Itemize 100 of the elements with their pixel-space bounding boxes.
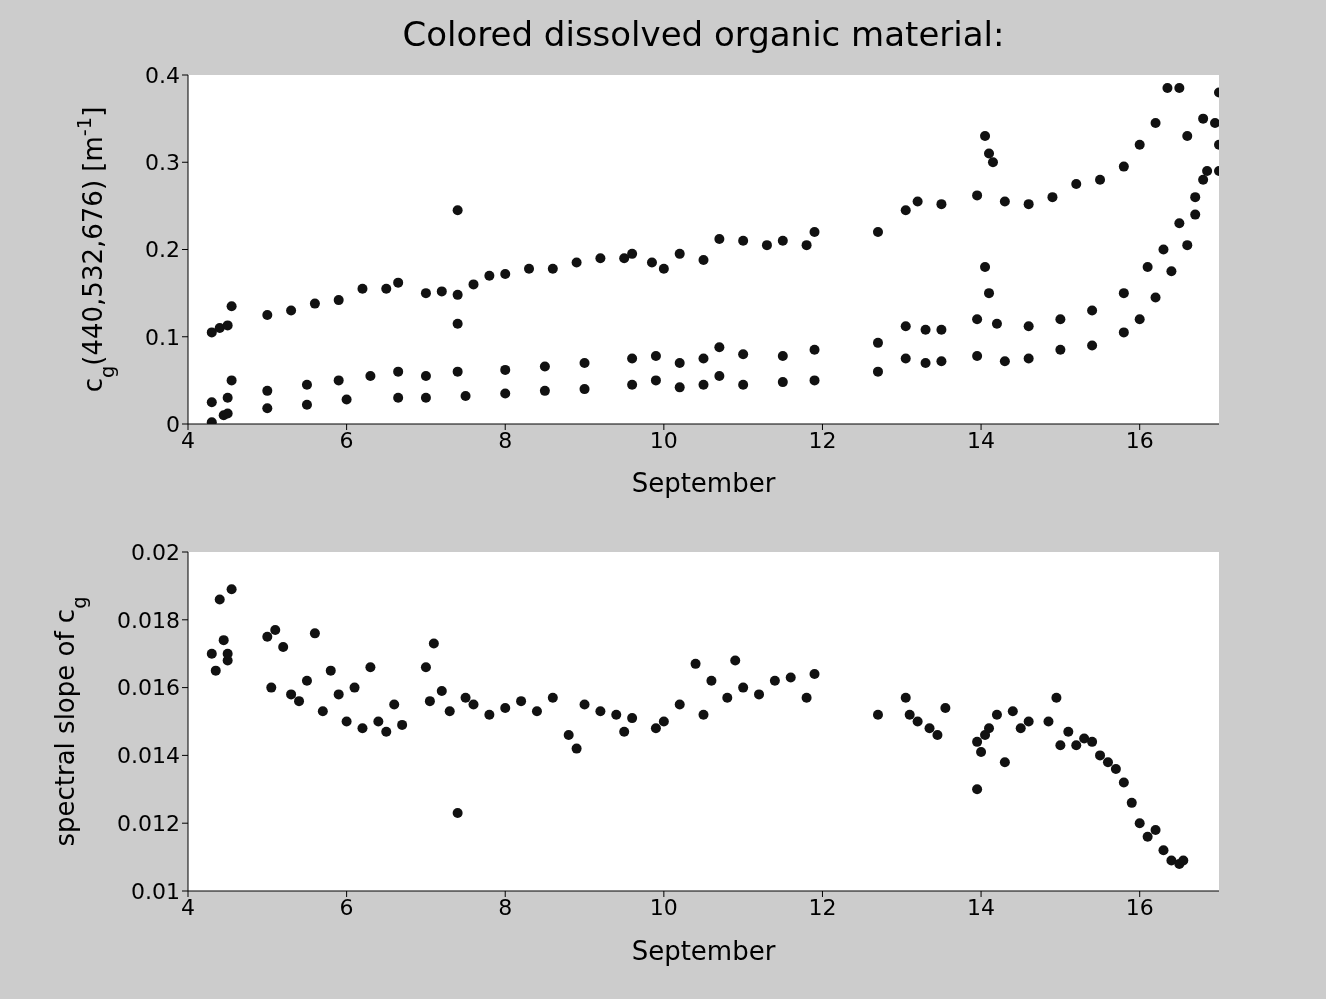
point bbox=[460, 391, 471, 402]
point bbox=[984, 288, 995, 299]
x-tick-label: 4 bbox=[181, 894, 195, 920]
point bbox=[393, 366, 404, 377]
point bbox=[972, 350, 983, 361]
point bbox=[420, 371, 431, 382]
point bbox=[1190, 209, 1201, 220]
point bbox=[674, 382, 685, 393]
x-axis-title: September bbox=[631, 468, 776, 498]
point bbox=[936, 199, 947, 210]
point bbox=[809, 375, 820, 386]
point bbox=[920, 324, 931, 335]
point bbox=[524, 263, 535, 274]
point bbox=[393, 392, 404, 403]
point bbox=[1023, 199, 1034, 210]
point bbox=[309, 298, 320, 309]
point bbox=[333, 295, 344, 306]
x-tick-label: 10 bbox=[649, 894, 678, 920]
point bbox=[1142, 261, 1153, 272]
point bbox=[500, 388, 511, 399]
point bbox=[627, 353, 638, 364]
point bbox=[357, 283, 368, 294]
point bbox=[1134, 139, 1145, 150]
point bbox=[301, 379, 312, 390]
point bbox=[738, 235, 749, 246]
point bbox=[872, 366, 883, 377]
point bbox=[420, 288, 431, 299]
point bbox=[226, 375, 237, 386]
x-axis-title: September bbox=[631, 936, 776, 966]
point bbox=[872, 337, 883, 348]
point bbox=[436, 286, 447, 297]
point bbox=[991, 318, 1002, 329]
point bbox=[452, 205, 463, 216]
y-tick-label: 0.012 bbox=[117, 811, 180, 837]
point bbox=[595, 253, 606, 264]
point bbox=[920, 357, 931, 368]
y-tick-label: 0.018 bbox=[117, 607, 180, 633]
point bbox=[972, 190, 983, 201]
point bbox=[262, 309, 273, 320]
point bbox=[222, 320, 233, 331]
y-tick-label: 0.1 bbox=[145, 324, 180, 350]
x-tick-label: 4 bbox=[181, 427, 195, 453]
point bbox=[452, 318, 463, 329]
point bbox=[1118, 327, 1129, 338]
point bbox=[714, 342, 725, 353]
point bbox=[1198, 174, 1209, 185]
point bbox=[900, 321, 911, 332]
point bbox=[809, 227, 820, 238]
point bbox=[777, 377, 788, 388]
point bbox=[1095, 174, 1106, 185]
point bbox=[972, 314, 983, 325]
point bbox=[539, 385, 550, 396]
point bbox=[650, 375, 661, 386]
y-tick-label: 0.01 bbox=[131, 878, 180, 904]
point bbox=[1118, 161, 1129, 172]
point bbox=[984, 148, 995, 159]
point bbox=[809, 344, 820, 355]
x-tick-label: 16 bbox=[1125, 427, 1154, 453]
y-tick-label: 0.3 bbox=[145, 150, 180, 176]
point bbox=[1182, 131, 1193, 142]
x-tick-label: 8 bbox=[498, 894, 513, 920]
point bbox=[333, 375, 344, 386]
point bbox=[206, 397, 217, 408]
point bbox=[571, 257, 582, 268]
point bbox=[650, 350, 661, 361]
point bbox=[539, 361, 550, 372]
point bbox=[1118, 288, 1129, 299]
x-tick-label: 14 bbox=[967, 894, 996, 920]
point bbox=[738, 349, 749, 360]
point bbox=[226, 301, 237, 312]
point bbox=[547, 263, 558, 274]
point bbox=[1174, 218, 1185, 229]
point bbox=[484, 270, 495, 281]
point bbox=[738, 379, 749, 390]
point bbox=[714, 371, 725, 382]
point bbox=[698, 379, 709, 390]
point bbox=[214, 323, 225, 334]
point bbox=[1198, 113, 1209, 124]
point bbox=[468, 279, 479, 290]
point bbox=[393, 277, 404, 288]
point bbox=[420, 392, 431, 403]
point bbox=[1055, 314, 1066, 325]
x-tick-label: 8 bbox=[498, 427, 513, 453]
point bbox=[1023, 353, 1034, 364]
point bbox=[1087, 305, 1098, 316]
point bbox=[286, 305, 297, 316]
y-tick-label: 0.4 bbox=[145, 62, 180, 88]
point bbox=[761, 240, 772, 251]
point bbox=[912, 196, 923, 207]
point bbox=[698, 353, 709, 364]
point bbox=[222, 392, 233, 403]
point bbox=[1202, 165, 1213, 176]
point bbox=[1190, 192, 1201, 203]
point bbox=[936, 356, 947, 367]
point bbox=[872, 227, 883, 238]
point bbox=[627, 379, 638, 390]
point bbox=[999, 356, 1010, 367]
point bbox=[936, 324, 947, 335]
chart-title: Colored dissolved organic material: bbox=[401, 14, 1006, 54]
point bbox=[627, 248, 638, 259]
